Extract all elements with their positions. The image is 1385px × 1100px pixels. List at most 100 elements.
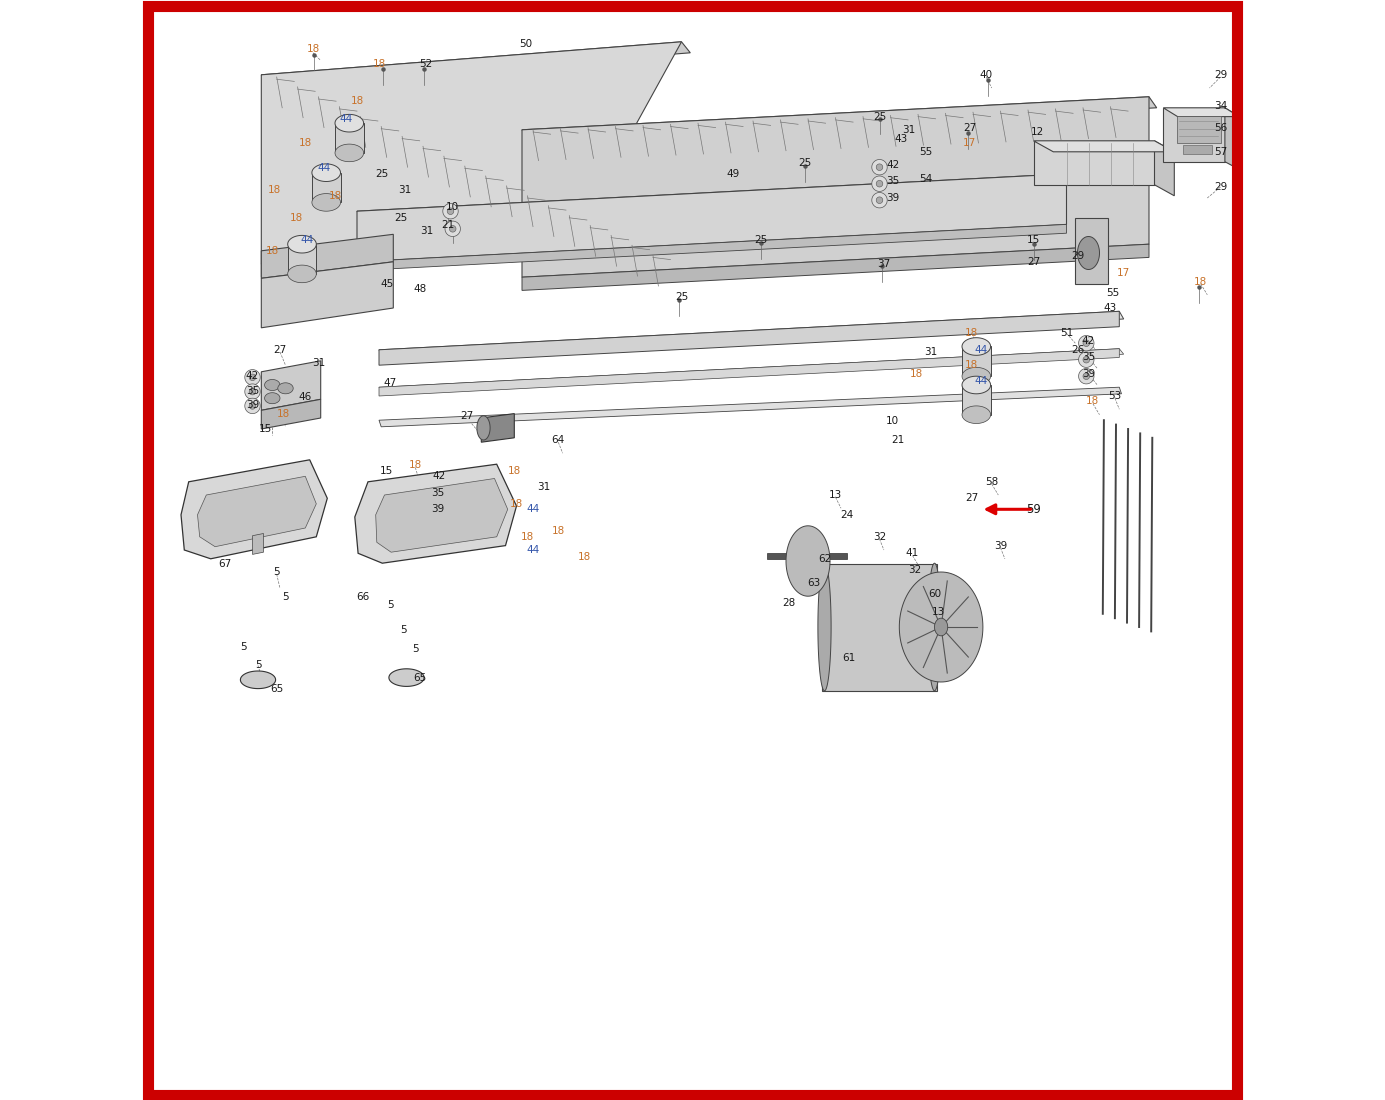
Polygon shape (1183, 145, 1212, 154)
Text: 27: 27 (965, 493, 979, 504)
Polygon shape (249, 403, 256, 409)
Text: 37: 37 (877, 258, 891, 270)
Polygon shape (787, 526, 830, 596)
Text: 40: 40 (979, 69, 993, 80)
Text: 18: 18 (373, 58, 385, 69)
Text: 31: 31 (537, 482, 551, 493)
Text: 21: 21 (442, 220, 454, 231)
Text: 5: 5 (386, 600, 393, 610)
Text: 18: 18 (306, 44, 320, 55)
Text: 44: 44 (526, 504, 540, 515)
Text: 24: 24 (839, 509, 853, 520)
Polygon shape (877, 164, 882, 170)
Polygon shape (335, 123, 364, 153)
Text: 25: 25 (753, 234, 767, 245)
Polygon shape (871, 160, 888, 175)
Text: 25: 25 (375, 168, 389, 179)
Text: 18: 18 (551, 526, 565, 537)
Text: 44: 44 (339, 113, 353, 124)
Text: 53: 53 (1108, 390, 1122, 402)
Text: 18: 18 (1194, 276, 1208, 287)
Text: 18: 18 (1086, 396, 1100, 407)
Polygon shape (963, 367, 990, 385)
Text: 18: 18 (508, 465, 521, 476)
Polygon shape (767, 553, 846, 559)
Text: 17: 17 (963, 138, 976, 148)
Text: 18: 18 (965, 360, 979, 371)
Polygon shape (871, 192, 888, 208)
Polygon shape (245, 384, 260, 399)
Polygon shape (1083, 340, 1090, 346)
Text: 58: 58 (985, 476, 999, 487)
Text: 5: 5 (241, 641, 247, 652)
Polygon shape (379, 311, 1119, 365)
Text: 43: 43 (1104, 302, 1118, 313)
Text: 18: 18 (289, 212, 303, 223)
Text: 17: 17 (1118, 267, 1130, 278)
Text: 5: 5 (400, 625, 407, 636)
Polygon shape (262, 361, 321, 410)
Polygon shape (482, 414, 514, 442)
Text: 29: 29 (1071, 251, 1084, 262)
Polygon shape (1033, 141, 1174, 152)
Polygon shape (379, 349, 1119, 396)
Polygon shape (288, 244, 316, 274)
Text: 51: 51 (1060, 328, 1073, 339)
Text: 25: 25 (798, 157, 812, 168)
Text: 35: 35 (431, 487, 445, 498)
Text: 5: 5 (411, 644, 418, 654)
Text: 18: 18 (328, 190, 342, 201)
Text: 32: 32 (873, 531, 886, 542)
Polygon shape (871, 176, 888, 191)
Text: 31: 31 (312, 358, 325, 368)
Text: 35: 35 (1082, 352, 1096, 363)
Text: 18: 18 (510, 498, 524, 509)
Polygon shape (198, 476, 316, 547)
Polygon shape (357, 224, 1066, 271)
Polygon shape (449, 226, 456, 232)
Polygon shape (278, 383, 294, 394)
Polygon shape (1075, 218, 1108, 284)
Polygon shape (181, 460, 327, 559)
Polygon shape (1163, 108, 1224, 162)
Text: 32: 32 (909, 564, 921, 575)
Text: 43: 43 (895, 133, 909, 144)
Polygon shape (262, 226, 580, 277)
Text: 21: 21 (892, 434, 904, 446)
Polygon shape (443, 204, 458, 219)
Polygon shape (1176, 116, 1220, 143)
Text: 18: 18 (965, 328, 979, 339)
Polygon shape (476, 416, 490, 440)
Text: 39: 39 (1082, 368, 1096, 379)
Text: 13: 13 (828, 490, 842, 500)
Polygon shape (312, 173, 341, 202)
Text: 48: 48 (413, 284, 427, 295)
Polygon shape (312, 164, 341, 182)
Text: 12: 12 (1032, 126, 1044, 138)
Text: 13: 13 (932, 606, 946, 617)
Polygon shape (335, 114, 364, 132)
Text: 18: 18 (521, 531, 535, 542)
Polygon shape (288, 235, 316, 253)
Text: 47: 47 (384, 377, 396, 388)
Text: 10: 10 (886, 416, 899, 427)
Text: 18: 18 (350, 96, 364, 107)
Polygon shape (265, 379, 280, 390)
Polygon shape (1079, 336, 1094, 351)
Text: 65: 65 (270, 683, 284, 694)
Text: 25: 25 (395, 212, 407, 223)
Text: 59: 59 (1026, 503, 1042, 516)
Polygon shape (963, 338, 990, 355)
Text: 28: 28 (783, 597, 796, 608)
Polygon shape (252, 534, 263, 554)
Polygon shape (357, 174, 1066, 262)
Polygon shape (262, 262, 393, 328)
Text: 15: 15 (379, 465, 393, 476)
Polygon shape (1155, 141, 1174, 196)
Polygon shape (249, 374, 256, 381)
Polygon shape (379, 387, 1122, 427)
Text: 18: 18 (277, 408, 289, 419)
Text: 63: 63 (807, 578, 820, 588)
Text: 56: 56 (1213, 122, 1227, 133)
Text: 15: 15 (259, 424, 273, 434)
